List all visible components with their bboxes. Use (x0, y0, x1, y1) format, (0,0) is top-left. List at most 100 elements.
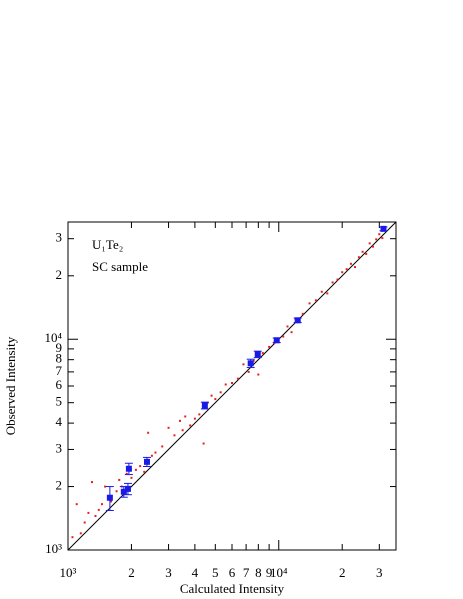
point (104, 485, 107, 488)
point (125, 472, 128, 475)
point (198, 413, 201, 416)
point (365, 252, 368, 255)
x-tick-label: 2 (128, 565, 135, 580)
point (375, 238, 378, 241)
point (143, 458, 150, 465)
point (210, 394, 213, 397)
y-tick-label: 10³ (45, 541, 62, 556)
y-axis-label: Observed Intensity (3, 336, 18, 435)
point (341, 271, 344, 274)
point (193, 417, 196, 420)
y-tick-label: 10⁴ (44, 330, 62, 345)
point (371, 245, 374, 248)
y-tick-label: 8 (56, 351, 63, 366)
point (294, 317, 301, 324)
x-tick-label: 7 (243, 565, 250, 580)
point (173, 434, 176, 437)
point (101, 503, 104, 506)
y-tick-label: 3 (56, 440, 63, 455)
y-tick-label: 2 (56, 478, 63, 493)
point (189, 424, 192, 427)
point (381, 237, 384, 240)
point (181, 429, 184, 432)
point (125, 465, 132, 472)
y-tick-label: 4 (56, 414, 63, 429)
y-tick-label: 5 (56, 394, 63, 409)
point (75, 503, 78, 506)
point (150, 454, 153, 457)
point (247, 360, 254, 367)
point (368, 242, 371, 245)
x-tick-label: 6 (229, 565, 236, 580)
point (139, 465, 142, 468)
y-tick-label: 3 (56, 230, 63, 245)
point (214, 398, 217, 401)
y-tick-label: 9 (56, 340, 63, 355)
point (380, 225, 387, 232)
point (87, 511, 90, 514)
point (134, 468, 137, 471)
point (268, 345, 271, 348)
point (301, 312, 304, 315)
point (161, 445, 164, 448)
point (118, 478, 121, 481)
point (273, 337, 280, 344)
point (154, 451, 157, 454)
point (130, 476, 133, 479)
x-tick-label: 5 (212, 565, 219, 580)
point (224, 383, 227, 386)
annotation: U₁Te₂ (92, 237, 123, 252)
point (345, 268, 348, 271)
x-axis-label: Calculated Intensity (180, 581, 285, 596)
x-tick-label: 10⁴ (270, 565, 288, 580)
x-tick-label: 9 (266, 565, 273, 580)
x-tick-label: 8 (255, 565, 262, 580)
point (231, 381, 233, 384)
point (71, 536, 74, 539)
y-tick-label: 6 (56, 377, 63, 392)
point (320, 290, 323, 293)
point (97, 508, 100, 511)
y-tick-label: 2 (56, 267, 63, 282)
point (361, 250, 364, 253)
point (282, 335, 285, 338)
point (314, 299, 317, 302)
point (326, 292, 329, 295)
point (219, 391, 222, 394)
point (184, 415, 187, 418)
point (331, 281, 334, 284)
point (349, 262, 352, 265)
point (202, 442, 205, 445)
point (143, 470, 146, 473)
point (378, 233, 381, 236)
point (106, 494, 113, 501)
point (290, 331, 293, 334)
point (236, 377, 239, 380)
point (261, 352, 264, 355)
x-tick-label: 3 (376, 565, 383, 580)
point (308, 302, 311, 305)
point (257, 373, 260, 376)
annotation: SC sample (92, 259, 148, 274)
point (247, 370, 250, 373)
point (242, 363, 245, 366)
point (336, 278, 339, 281)
point (110, 500, 113, 503)
point (91, 481, 94, 484)
point (79, 532, 82, 535)
x-tick-label: 10³ (60, 565, 77, 580)
point (94, 514, 97, 517)
point (353, 266, 356, 269)
x-tick-label: 3 (165, 565, 172, 580)
point (167, 426, 170, 429)
point (286, 325, 289, 328)
point (115, 490, 118, 493)
y-tick-label: 7 (56, 363, 63, 378)
point (201, 402, 208, 409)
point (179, 419, 182, 422)
reference-line (67, 221, 397, 551)
point (147, 431, 150, 434)
point (357, 256, 360, 259)
x-tick-label: 4 (192, 565, 199, 580)
